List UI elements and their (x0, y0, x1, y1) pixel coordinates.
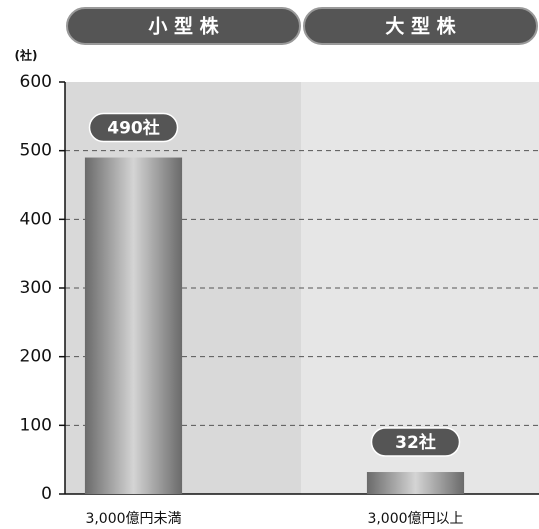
y-tick-label: 300 (20, 278, 52, 298)
x-tick-label: 3,000億円未満 (85, 511, 181, 527)
value-label: 490社 (107, 118, 160, 139)
bar (84, 157, 183, 495)
x-tick-label: 3,000億円以上 (367, 511, 463, 527)
group-tab (66, 7, 301, 45)
y-tick-label: 0 (41, 484, 52, 504)
y-tick-label: 400 (20, 209, 52, 229)
y-axis-label: (社) (15, 48, 38, 63)
value-label-bg (370, 427, 461, 457)
value-label-bg (88, 112, 179, 143)
y-tick-label: 200 (20, 347, 52, 367)
group-tab-label: 小 型 株 (148, 15, 219, 38)
y-tick-label: 100 (20, 415, 52, 435)
y-tick-label: 600 (20, 72, 52, 92)
bar (366, 472, 465, 494)
value-label: 32社 (395, 432, 436, 453)
group-tab (303, 7, 538, 45)
group-tab-label: 大 型 株 (385, 15, 456, 38)
y-tick-label: 500 (20, 141, 52, 161)
